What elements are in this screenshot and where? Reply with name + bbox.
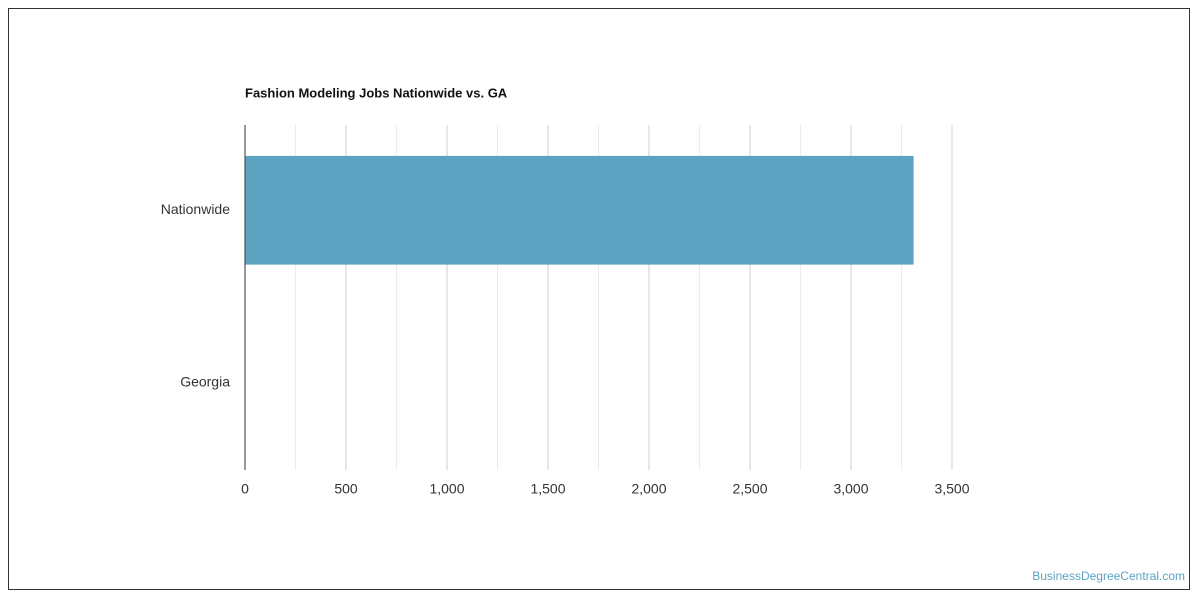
x-tick-label: 0 — [241, 481, 249, 497]
y-tick-label: Nationwide — [161, 201, 230, 217]
x-tick-label: 500 — [334, 481, 358, 497]
x-tick-label: 2,000 — [631, 481, 666, 497]
bar — [245, 155, 914, 265]
y-tick-label: Georgia — [180, 373, 230, 389]
x-tick-label: 2,500 — [732, 481, 767, 497]
source: BusinessDegreeCentral.com — [1032, 569, 1185, 583]
chart-title: Fashion Modeling Jobs Nationwide vs. GA — [245, 85, 508, 100]
x-tick-label: 3,500 — [934, 481, 969, 497]
x-tick-label: 1,000 — [429, 481, 464, 497]
x-tick-label: 1,500 — [530, 481, 565, 497]
x-tick-label: 3,000 — [833, 481, 868, 497]
